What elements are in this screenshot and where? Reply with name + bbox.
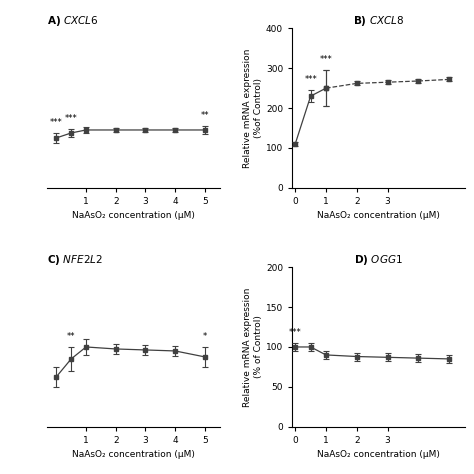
- Text: ***: ***: [289, 328, 301, 337]
- Text: A) $\mathit{CXCL6}$: A) $\mathit{CXCL6}$: [47, 14, 99, 28]
- Text: ***: ***: [50, 118, 63, 127]
- Text: ***: ***: [304, 75, 317, 84]
- Title: B) $\mathit{CXCL8}$: B) $\mathit{CXCL8}$: [353, 14, 404, 28]
- Y-axis label: Relative mRNA expression
(% of Control): Relative mRNA expression (% of Control): [243, 287, 263, 407]
- Text: ***: ***: [319, 55, 332, 64]
- Text: **: **: [67, 332, 75, 341]
- X-axis label: NaAsO₂ concentration (μM): NaAsO₂ concentration (μM): [317, 211, 440, 220]
- Y-axis label: Relative mRNA expression
(%of Control): Relative mRNA expression (%of Control): [243, 48, 263, 168]
- Text: **: **: [201, 110, 209, 119]
- X-axis label: NaAsO₂ concentration (μM): NaAsO₂ concentration (μM): [317, 450, 440, 459]
- Text: C) $\mathit{NFE2L2}$: C) $\mathit{NFE2L2}$: [47, 253, 103, 267]
- Text: ***: ***: [65, 114, 78, 123]
- Text: *: *: [203, 332, 207, 341]
- X-axis label: NaAsO₂ concentration (μM): NaAsO₂ concentration (μM): [72, 211, 195, 220]
- Title: D) $\mathit{OGG1}$: D) $\mathit{OGG1}$: [354, 253, 403, 267]
- X-axis label: NaAsO₂ concentration (μM): NaAsO₂ concentration (μM): [72, 450, 195, 459]
